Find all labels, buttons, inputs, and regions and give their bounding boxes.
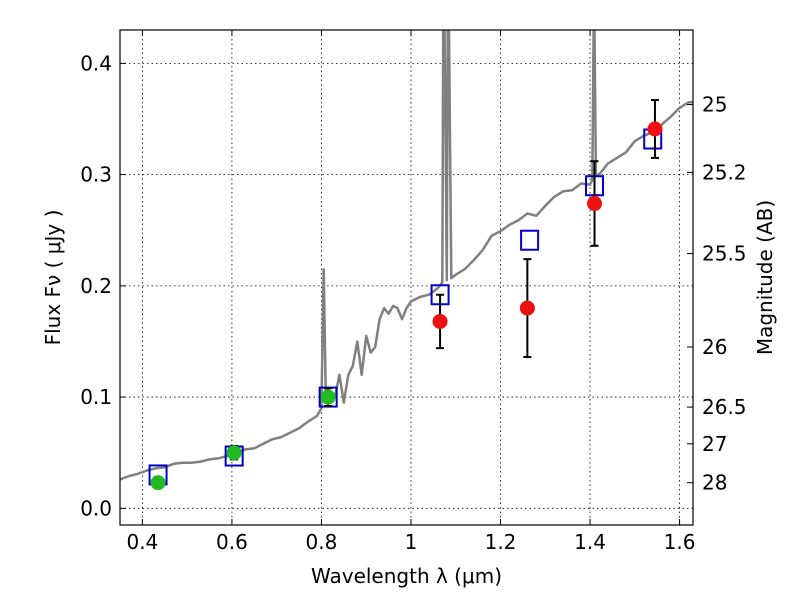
plot-area <box>120 30 693 491</box>
y-tick-label: 0.3 <box>80 163 112 187</box>
x-tick-label: 1 <box>405 530 418 554</box>
y-tick-label: 0.2 <box>80 274 112 298</box>
x-tick-label: 1.6 <box>664 530 696 554</box>
y-tick-label: 0.1 <box>80 385 112 409</box>
plot-frame <box>119 29 694 526</box>
x-tick-label: 0.8 <box>306 530 338 554</box>
right-tick-label: 27 <box>702 432 727 456</box>
right-tick-label: 25.5 <box>702 242 747 266</box>
right-tick-label: 25 <box>702 93 727 117</box>
y-axis-title: Flux Fν ( μJy ) <box>41 210 65 346</box>
observed-point <box>320 389 336 405</box>
model-sed-line <box>120 30 693 481</box>
model-photometry-square <box>520 229 540 251</box>
y-tick-label: 0.4 <box>80 51 112 75</box>
x-tick-label: 0.6 <box>216 530 248 554</box>
x-tick-label: 1.2 <box>485 530 517 554</box>
observed-point <box>432 313 448 329</box>
x-tick-label: 0.4 <box>126 530 158 554</box>
y-tick-label: 0.0 <box>80 496 112 520</box>
x-axis-title: Wavelength λ (μm) <box>311 564 502 588</box>
right-tick-label: 26.5 <box>702 395 747 419</box>
grid <box>120 30 693 525</box>
right-tick-label: 26 <box>702 335 727 359</box>
observed-point <box>226 445 242 461</box>
observed-point <box>587 196 603 212</box>
observed-point <box>150 475 166 491</box>
right-tick-label: 28 <box>702 471 727 495</box>
right-tick-label: 25.2 <box>702 160 747 184</box>
axes-ticks: 0.4 0.6 0.8 1 1.2 1.4 1.6 0.0 0.1 0.2 0.3 0.4 25 25.2… <box>80 30 747 554</box>
x-tick-label: 1.4 <box>574 530 606 554</box>
right-axis-title: Magnitude (AB) <box>753 200 777 355</box>
observed-point <box>519 300 535 316</box>
observed-point <box>647 121 663 137</box>
